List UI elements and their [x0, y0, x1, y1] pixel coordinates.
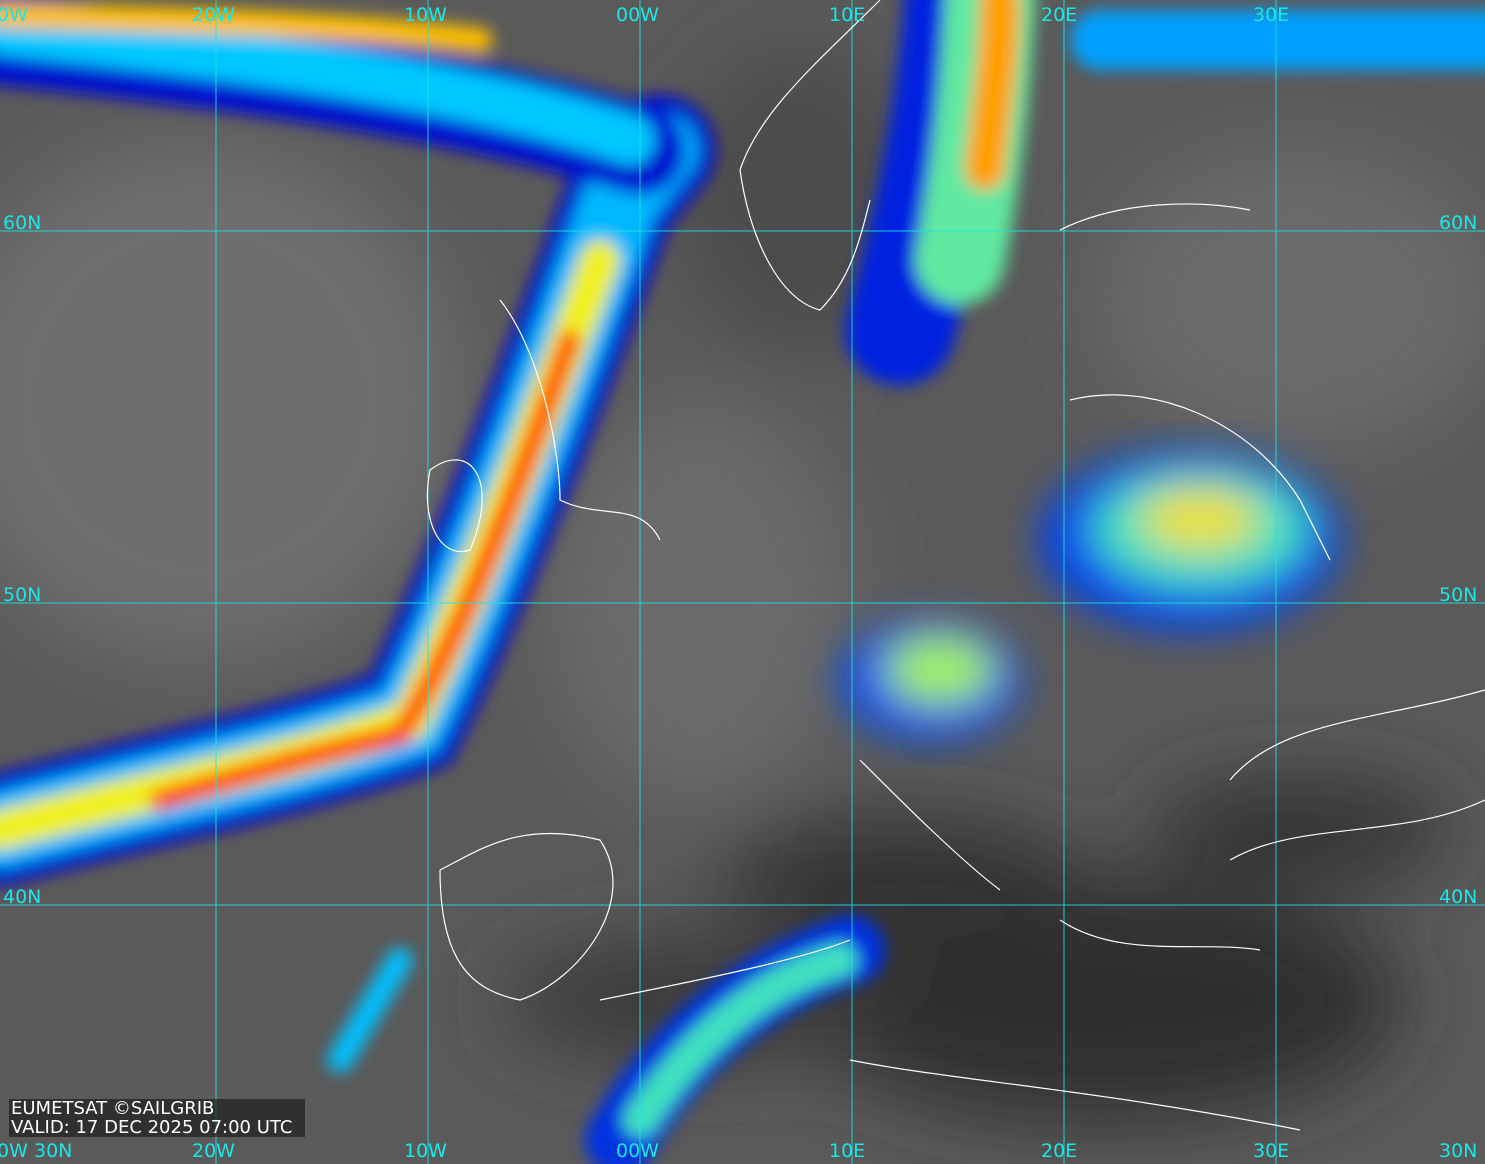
grey-cloud-field — [0, 50, 1485, 1120]
lon-label-bottom: 00W — [616, 1140, 659, 1162]
eastern-europe-cloud — [840, 450, 1340, 740]
lat-label-left: 50N — [3, 584, 42, 606]
lat-label-left: 40N — [3, 886, 42, 908]
lat-label-right: 60N — [1439, 212, 1478, 234]
lon-label-top: 00W — [616, 4, 659, 26]
lon-label-top: 30E — [1253, 4, 1290, 26]
lon-label-bottom: 20W — [192, 1140, 235, 1162]
lon-label-bottom: 10E — [829, 1140, 866, 1162]
valid-time-text: VALID: 17 DEC 2025 07:00 UTC — [11, 1117, 293, 1138]
lon-label-top: 10W — [404, 4, 447, 26]
lat-label-left: 60N — [3, 212, 42, 234]
lon-label-bottom: 0W — [0, 1140, 28, 1162]
lon-label-bottom: 30E — [1253, 1140, 1290, 1162]
lon-label-top: 10E — [829, 4, 866, 26]
credit-text: EUMETSAT ©SAILGRIB — [11, 1098, 215, 1119]
lat-label-right: 30N — [1439, 1140, 1478, 1162]
lon-label-bottom: 10W — [404, 1140, 447, 1162]
lon-label-top: 20E — [1041, 4, 1078, 26]
lon-label-bottom: 20E — [1041, 1140, 1078, 1162]
coastlines — [426, 0, 1485, 1131]
lat-label-right: 50N — [1439, 584, 1478, 606]
lat-label-right: 40N — [1439, 886, 1478, 908]
lon-label-top: 0W — [0, 4, 28, 26]
lat-label-left: 30N — [34, 1140, 73, 1162]
lon-label-top: 20W — [192, 4, 235, 26]
image-caption: EUMETSAT ©SAILGRIB VALID: 17 DEC 2025 07… — [9, 1099, 305, 1137]
